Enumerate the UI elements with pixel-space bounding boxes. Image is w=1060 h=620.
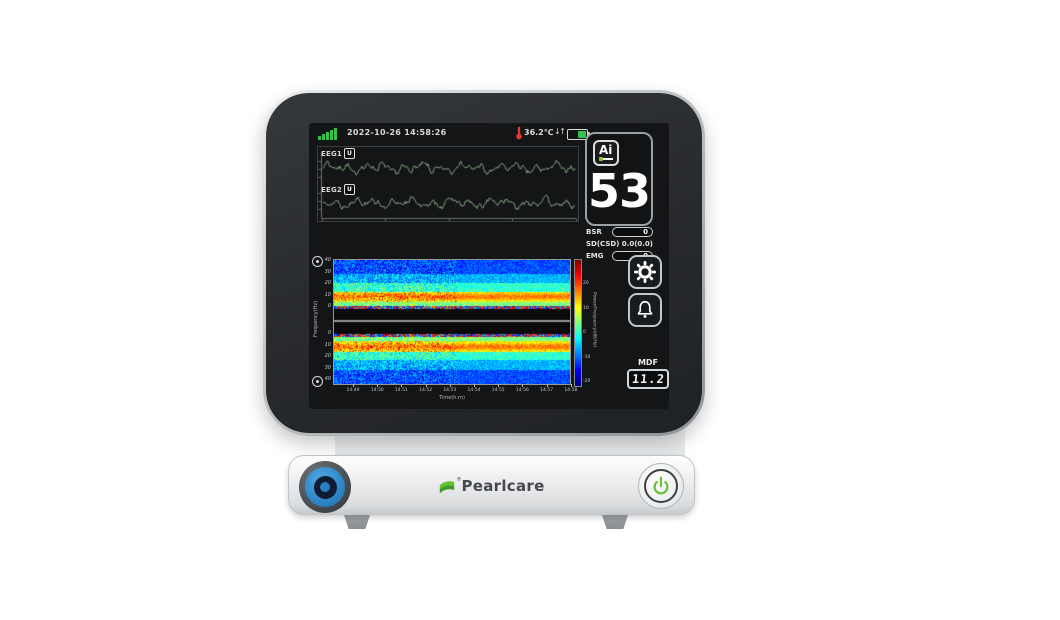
brand-logo: ® Pearlcare [289,475,694,497]
index-value: 53 [587,164,651,218]
mdf-value: 11.2 [630,372,666,386]
emg-label: EMG [586,252,604,260]
bsr-label: BSR [586,228,602,236]
time-ticks: 14:49 14:50 14:51 14:52 14:53 14:54 14:55 14:56… [333,384,577,394]
bell-icon [637,300,653,318]
eeg2-label-row: EEG2 U [321,184,355,195]
electrode-impedance-icon: U [343,148,355,159]
signal-bars-icon [318,128,340,140]
eeg-waveform-panel: EEG1 U EEG2 U [317,146,579,222]
gear-icon [634,261,656,283]
logo-text: Pearlcare [461,477,545,495]
spectrogram-canvas [333,259,571,385]
updown-arrows-icon: ↓↑ [554,127,566,136]
base-panel: ® Pearlcare [288,455,695,515]
electrode-impedance-icon: U [343,184,355,195]
eeg1-label-row: EEG1 U [321,148,355,159]
settings-button[interactable] [628,255,662,289]
spectrogram-channel2-icon [312,376,323,387]
ai-index-box[interactable]: Ai 53 [585,132,653,226]
sd-label: SD(CSD) [586,240,620,248]
time-axis-label: Time(h:m) [439,395,465,401]
knob-center-dot [320,482,330,492]
datetime-text: 2022-10-26 14:58:26 [347,128,447,137]
display: 2022-10-26 14:58:26 36.2℃ ↓↑ EEG1 U EEG2 [309,123,669,409]
registered-mark: ® [456,477,462,483]
rotary-knob[interactable] [299,461,351,513]
eeg2-label: EEG2 [321,185,342,194]
eeg-waveform-canvas [318,147,578,221]
pearlcare-leaf-icon [440,481,455,494]
mdf-label: MDF [637,358,659,367]
colorbar-label: Power/Frequency(dB/Hz) [591,291,597,348]
battery-fill [578,131,586,138]
colorbar-canvas [574,259,582,387]
spectrogram-channel1-icon [312,256,323,267]
colorbar-ticks: 20 10 0 -10 -20 [583,281,591,384]
monitor-screen-unit: 2022-10-26 14:58:26 36.2℃ ↓↑ EEG1 U EEG2 [263,90,705,436]
thermometer-icon [516,126,522,140]
alarm-button[interactable] [628,293,662,327]
ai-badge-text: Ai [599,143,614,160]
power-button-ring [644,469,678,503]
eeg1-label: EEG1 [321,149,342,158]
bsr-value-pill: 0 [612,227,653,237]
freq-ticks-top: 40 30 20 10 0 [324,257,331,309]
power-button[interactable] [638,463,684,509]
ai-badge: Ai [593,140,619,166]
knob-dark-ring [313,475,337,499]
temperature-text: 36.2℃ [524,128,554,137]
mdf-display: 11.2 [627,369,669,389]
freq-ticks-bottom: 0 10 20 30 40 [324,330,331,382]
ai-status-dot [599,157,603,161]
knob-blue-ring [305,467,345,507]
sd-value: 0.0(0.0) [621,240,653,248]
